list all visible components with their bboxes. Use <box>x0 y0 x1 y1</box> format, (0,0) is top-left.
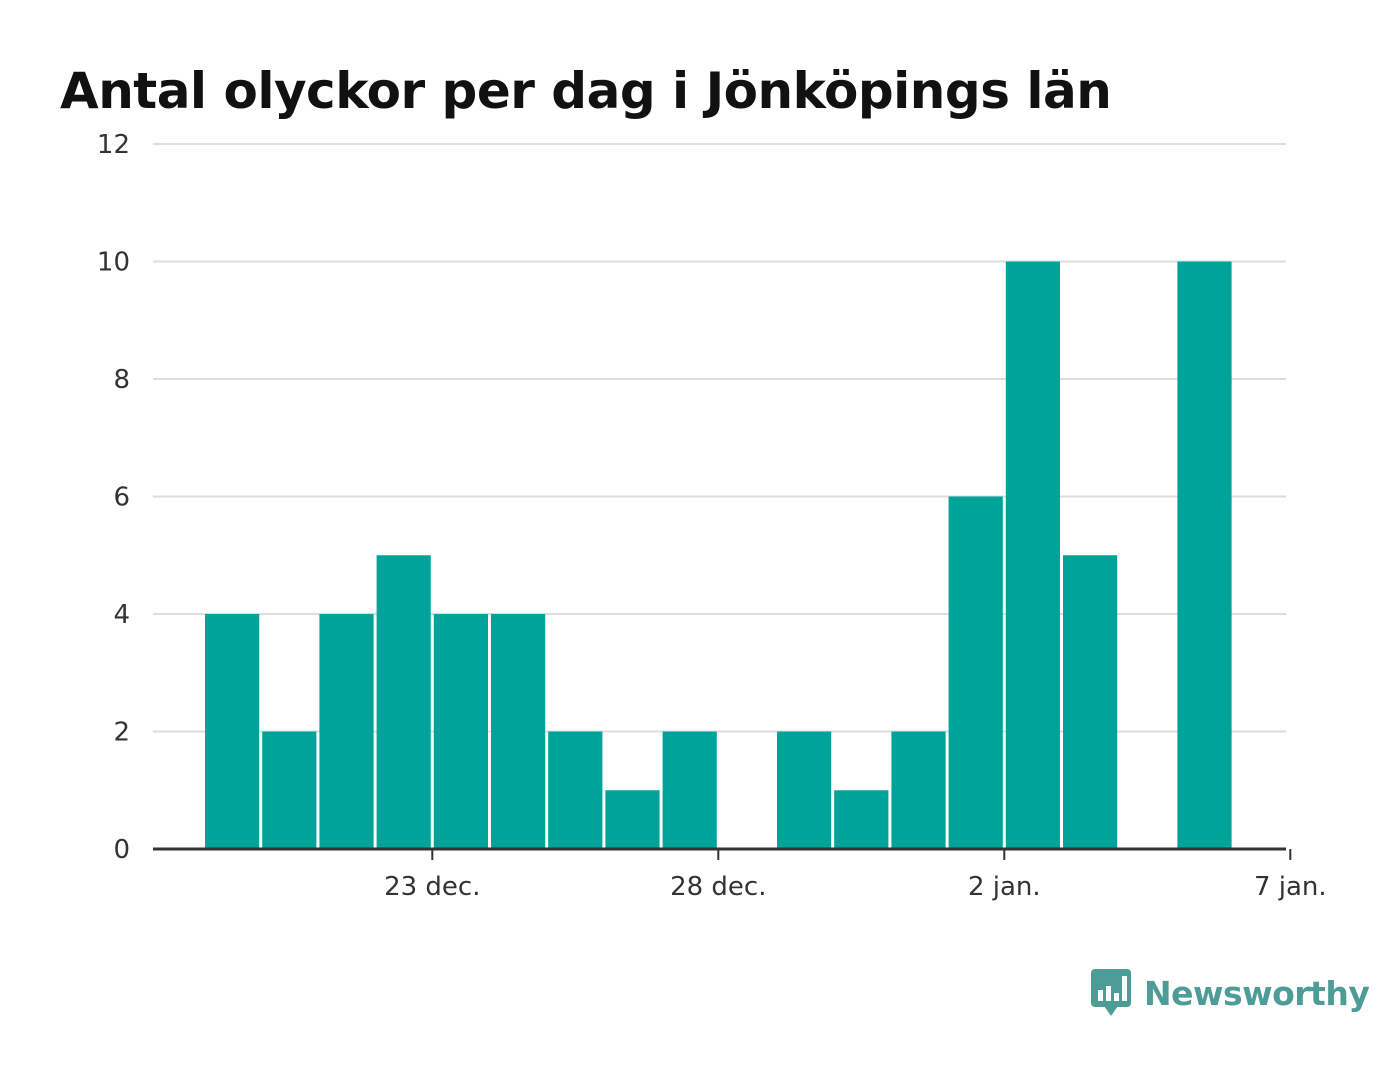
bar <box>548 731 603 849</box>
y-tick-label: 2 <box>113 718 130 748</box>
bar <box>1177 261 1232 849</box>
y-tick-label: 6 <box>113 483 130 513</box>
bar <box>262 731 317 849</box>
y-tick-label: 4 <box>113 600 130 630</box>
bar <box>1063 555 1118 849</box>
bar <box>376 555 431 849</box>
bar <box>662 731 717 849</box>
brand-logo: Newsworthy <box>1090 968 1370 1018</box>
chart-title: Antal olyckor per dag i Jönköpings län <box>60 62 1112 120</box>
axes: 0 2 4 6 8 10 12 23 dec. 28 dec. 2 jan. 7 jan. <box>97 130 1327 902</box>
bar <box>433 614 488 849</box>
x-tick-label: 28 dec. <box>670 872 766 902</box>
bar-chart-speech-bubble-icon <box>1091 969 1131 1016</box>
bar <box>491 614 546 849</box>
bar <box>891 731 946 849</box>
x-tick-label: 2 jan. <box>968 872 1041 902</box>
y-tick-label: 10 <box>97 248 130 278</box>
y-tick-label: 0 <box>113 835 130 865</box>
bar <box>205 614 260 849</box>
y-tick-label: 8 <box>113 365 130 395</box>
bar <box>605 790 660 849</box>
bar <box>319 614 374 849</box>
bar <box>777 731 832 849</box>
x-tick-label: 23 dec. <box>384 872 480 902</box>
bars <box>205 261 1232 849</box>
brand-name: Newsworthy <box>1144 973 1370 1013</box>
bar <box>834 790 889 849</box>
bar <box>1005 261 1060 849</box>
bar <box>948 496 1003 849</box>
y-tick-label: 12 <box>97 130 130 160</box>
x-tick-label: 7 jan. <box>1254 872 1327 902</box>
